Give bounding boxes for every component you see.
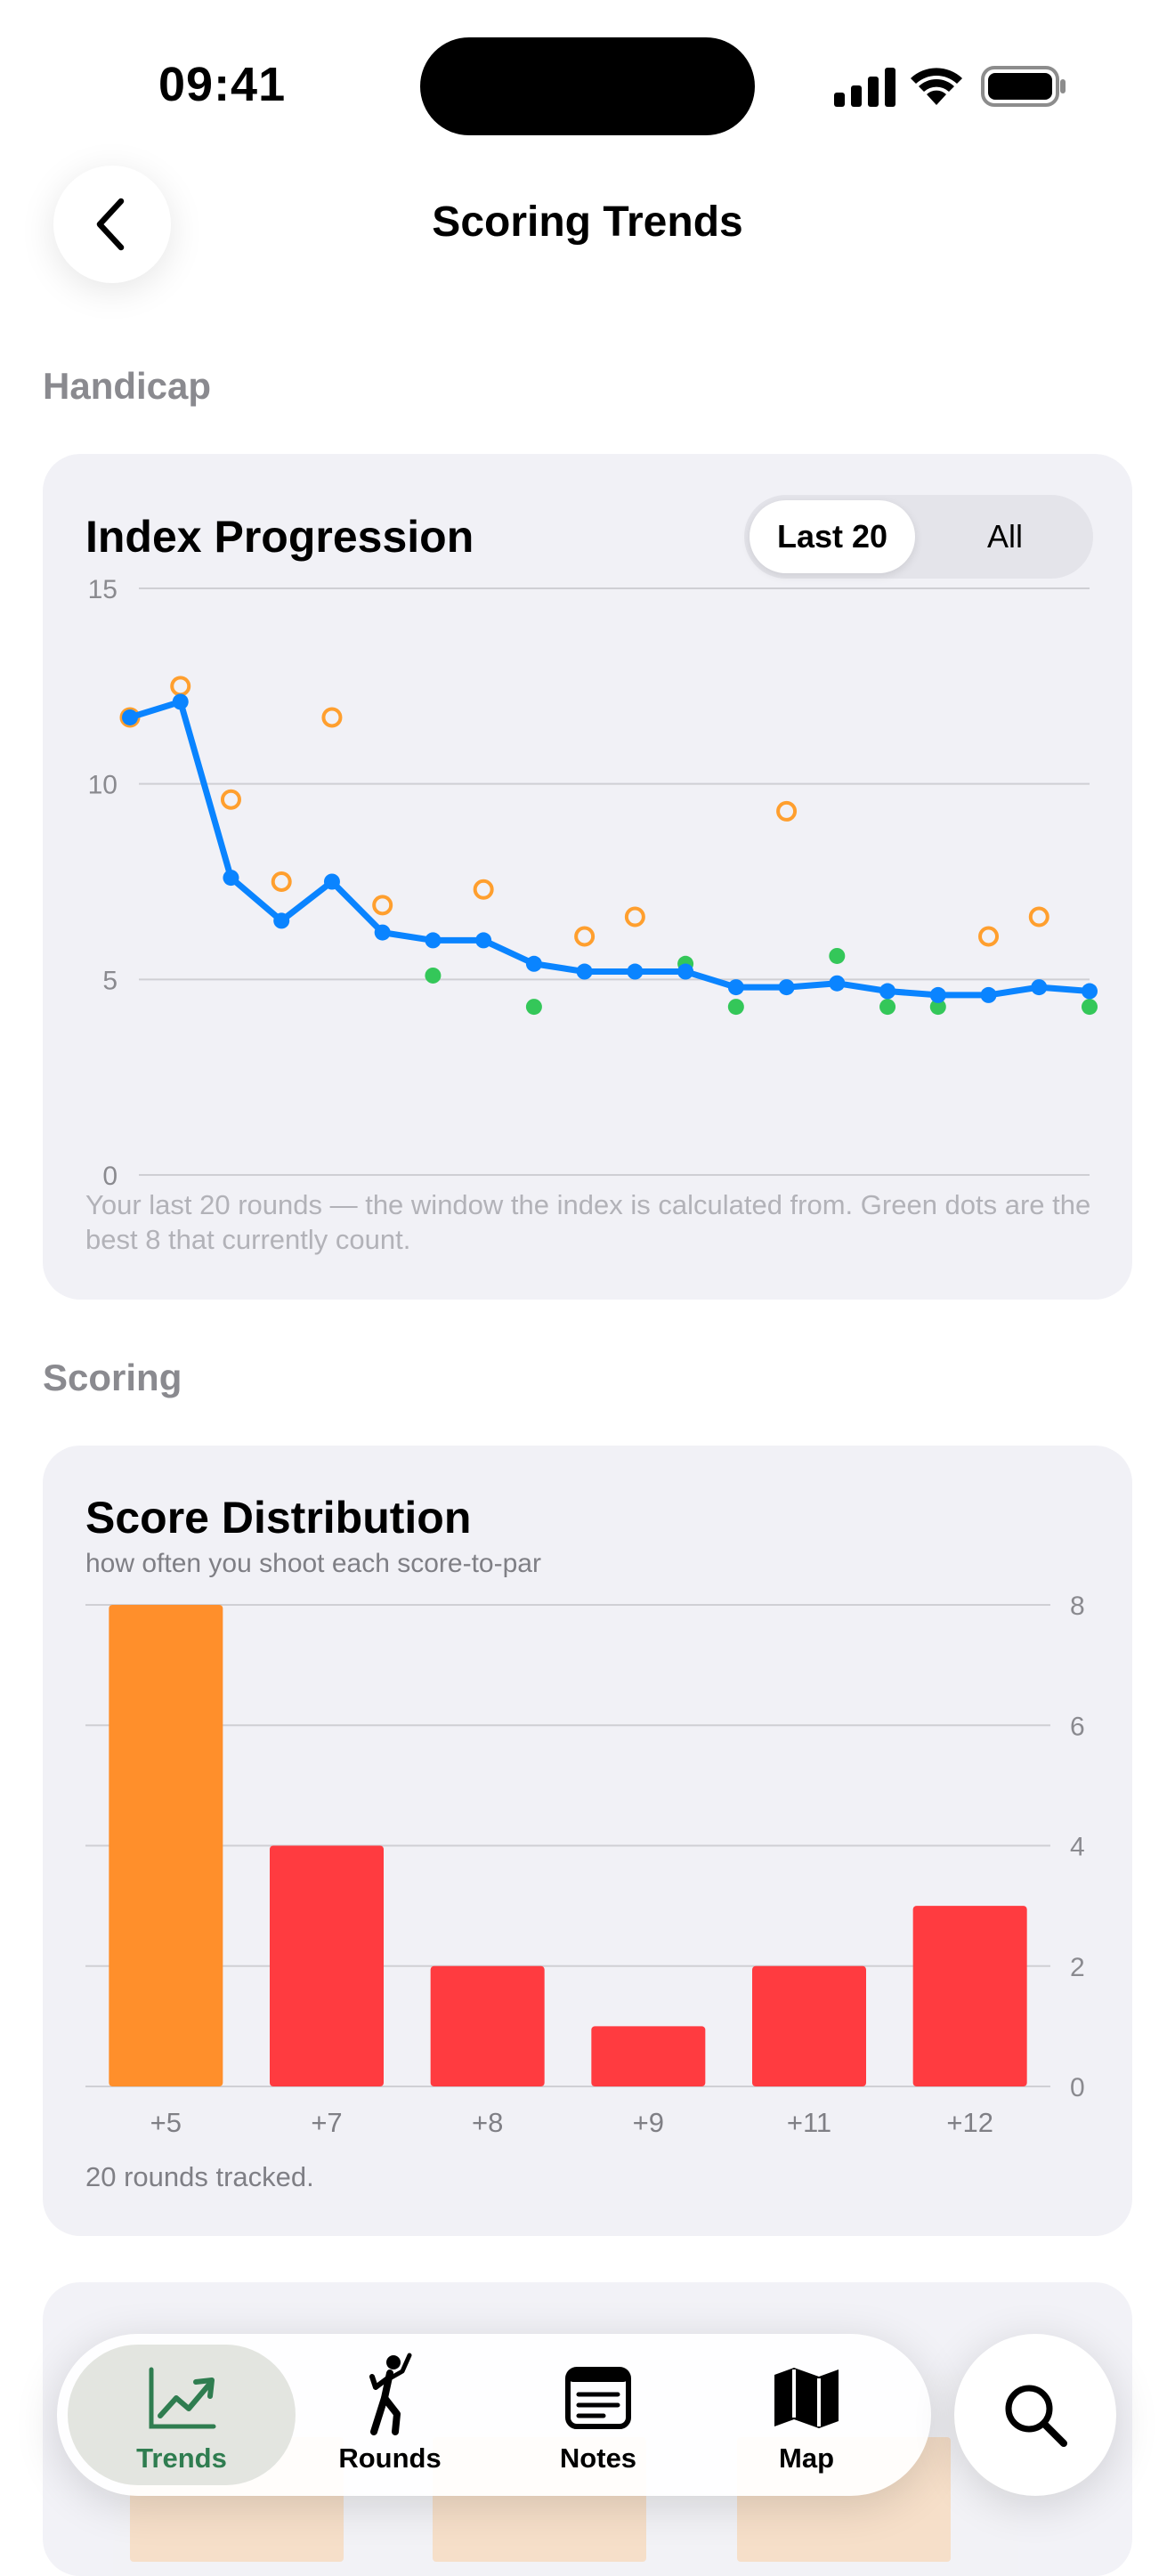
index-progression-card: Index Progression Last 20 All 0 5 10 15 You… <box>43 454 1132 1300</box>
round-differential-ring <box>271 871 292 892</box>
x-tick-label: +9 <box>633 2107 664 2138</box>
tab-trends[interactable]: Trends <box>77 2334 287 2496</box>
index-point <box>829 975 846 992</box>
active-tab-highlight <box>68 2345 296 2485</box>
section-label-scoring: Scoring <box>43 1357 182 1398</box>
index-point <box>475 932 492 949</box>
score-bar <box>752 1965 866 2086</box>
index-point <box>778 979 795 996</box>
tab-rounds-label: Rounds <box>338 2442 442 2474</box>
index-point <box>980 986 997 1003</box>
back-button[interactable] <box>53 166 171 283</box>
best-round-dot <box>525 999 542 1016</box>
index-card-footnote: Your last 20 rounds — the window the ind… <box>85 1189 1091 1255</box>
score-bar <box>109 1605 223 2086</box>
round-differential-ring <box>321 707 343 728</box>
index-line <box>126 698 1093 999</box>
index-point <box>1031 979 1048 996</box>
round-differential-ring <box>473 879 494 900</box>
best-round-dot <box>829 947 846 964</box>
y-tick-label: 15 <box>88 575 118 604</box>
tab-rounds[interactable]: Rounds <box>285 2334 495 2496</box>
tab-map[interactable]: Map <box>701 2334 912 2496</box>
golfer-icon <box>354 2353 425 2435</box>
index-point <box>1082 983 1098 1000</box>
chart-trend-icon <box>146 2362 217 2434</box>
x-tick-label: +12 <box>946 2107 993 2138</box>
y-tick-label: 10 <box>88 771 118 800</box>
tab-notes[interactable]: Notes <box>493 2334 703 2496</box>
tab-trends-label: Trends <box>136 2442 227 2474</box>
best-round-dot <box>727 999 744 1016</box>
battery-icon <box>981 66 1066 107</box>
best-round-dot <box>425 967 442 984</box>
index-point <box>223 870 239 887</box>
score-card-title: Score Distribution <box>85 1493 472 1543</box>
x-tick-label: +7 <box>311 2107 342 2138</box>
notes-icon <box>563 2362 634 2434</box>
score-distribution-chart: 0 2 4 6 8 +5 +7 +8 +9 +11 +12 <box>85 1592 1085 2138</box>
round-differential-ring <box>978 926 1000 947</box>
index-point <box>727 979 744 996</box>
index-point <box>374 924 391 941</box>
cellular-signal-icon <box>834 68 895 107</box>
index-card-title: Index Progression <box>85 512 474 562</box>
best-round-dot <box>879 999 896 1016</box>
score-distribution-card: Score Distribution how often you shoot e… <box>43 1446 1132 2236</box>
index-progression-chart: 0 5 10 15 <box>88 575 1098 1191</box>
round-differential-ring <box>776 800 798 822</box>
index-point <box>122 709 138 725</box>
page-title: Scoring Trends <box>432 198 743 246</box>
score-bar <box>591 2026 706 2086</box>
score-card-subtitle: how often you shoot each score-to-par <box>85 1549 541 1578</box>
map-icon <box>771 2362 842 2434</box>
score-bar <box>270 1845 384 2086</box>
best-round-dot <box>929 999 946 1016</box>
best-round-dot <box>1082 999 1098 1016</box>
index-point <box>879 983 896 1000</box>
y-tick-label: 8 <box>1070 1592 1085 1621</box>
index-point <box>323 873 340 890</box>
index-point <box>425 932 442 949</box>
y-tick-label: 4 <box>1070 1833 1085 1862</box>
index-point <box>273 912 290 929</box>
tab-bar: Trends Rounds Notes <box>57 2334 931 2496</box>
round-differential-ring <box>1028 906 1049 928</box>
status-time: 09:41 <box>158 58 287 111</box>
chevron-left-icon <box>96 198 125 251</box>
index-point <box>525 955 542 972</box>
x-tick-label: +11 <box>787 2107 831 2138</box>
y-tick-label: 0 <box>102 1162 118 1191</box>
index-point <box>929 986 946 1003</box>
y-tick-label: 6 <box>1070 1712 1085 1741</box>
round-differential-ring <box>624 906 645 928</box>
tab-notes-label: Notes <box>559 2442 637 2474</box>
score-bar <box>430 1965 545 2086</box>
index-point <box>627 963 644 980</box>
x-tick-label: +5 <box>150 2107 182 2138</box>
segment-all[interactable]: All <box>986 518 1023 555</box>
index-point <box>576 963 593 980</box>
round-differential-ring <box>170 676 191 697</box>
status-icons <box>830 61 1070 112</box>
range-segmented-control[interactable]: Last 20 All <box>744 495 1093 579</box>
round-differential-ring <box>574 926 596 947</box>
y-tick-label: 0 <box>1070 2073 1085 2102</box>
score-bar <box>912 1906 1027 2086</box>
index-point <box>172 693 189 710</box>
wifi-icon <box>911 68 962 105</box>
index-point <box>677 963 694 980</box>
tab-map-label: Map <box>779 2442 834 2474</box>
segment-last-20[interactable]: Last 20 <box>750 500 915 573</box>
round-differential-ring <box>372 895 393 916</box>
y-tick-label: 5 <box>102 966 118 995</box>
search-icon <box>1005 2385 1067 2447</box>
y-tick-label: 2 <box>1070 1953 1085 1982</box>
section-label-handicap: Handicap <box>43 365 212 407</box>
dynamic-island <box>420 37 755 135</box>
score-card-footnote: 20 rounds tracked. <box>85 2161 314 2192</box>
search-button[interactable] <box>954 2334 1116 2496</box>
x-tick-label: +8 <box>472 2107 503 2138</box>
round-differential-ring <box>220 789 241 810</box>
